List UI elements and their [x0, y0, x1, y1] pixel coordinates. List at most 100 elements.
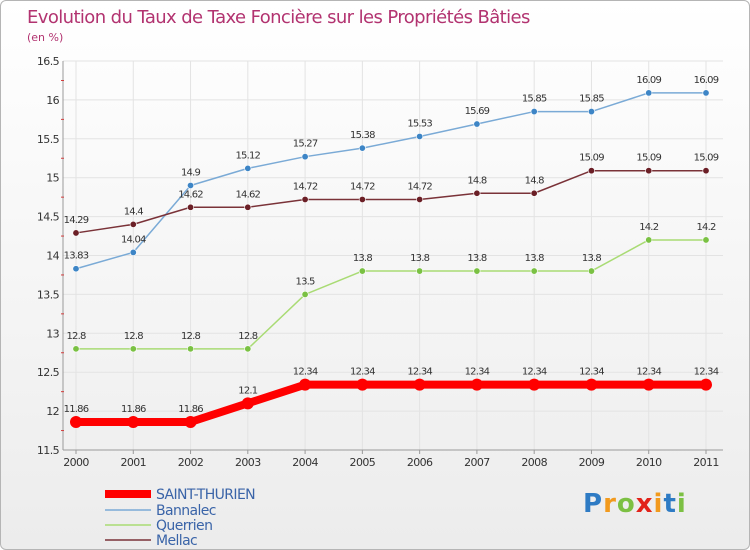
legend-entry: Bannalec [156, 503, 216, 519]
y-tick-label: 13 [46, 327, 59, 340]
data-point [416, 267, 424, 275]
data-label: 14.72 [407, 181, 432, 192]
logo-letter: o [616, 489, 636, 519]
data-label: 14.72 [293, 181, 318, 192]
data-point [528, 378, 541, 391]
data-label: 13.8 [353, 253, 373, 264]
data-label: 14.4 [124, 206, 144, 217]
logo-letter: i [676, 489, 687, 519]
data-label: 11.86 [64, 404, 89, 415]
x-tick-label: 2007 [464, 456, 490, 469]
data-point [244, 203, 252, 211]
data-point [241, 397, 254, 410]
data-point [301, 290, 309, 298]
logo-letter: x [635, 489, 654, 519]
data-label: 15.12 [235, 150, 260, 161]
x-tick-label: 2011 [693, 456, 719, 469]
data-label: 15.09 [579, 153, 604, 164]
data-point [645, 89, 653, 97]
data-point [184, 415, 197, 428]
data-label: 14.9 [181, 167, 201, 178]
data-label: 12.34 [293, 367, 318, 378]
x-tick-label: 2006 [407, 456, 433, 469]
data-label: 12.34 [694, 367, 719, 378]
y-tick-label: 15.5 [37, 133, 60, 146]
data-label: 14.29 [64, 215, 89, 226]
data-point [473, 189, 481, 197]
data-point [700, 378, 712, 391]
data-point [530, 189, 538, 197]
data-label: 13.5 [296, 276, 316, 287]
data-point [416, 132, 424, 140]
series-lines [70, 89, 712, 428]
x-tick-label: 2002 [178, 456, 204, 469]
data-label: 14.72 [350, 181, 375, 192]
data-label: 14.8 [525, 175, 545, 186]
data-point [702, 167, 710, 175]
data-point [299, 378, 312, 391]
y-tick-label: 14.5 [37, 211, 60, 224]
data-point [645, 236, 653, 244]
data-point [358, 267, 366, 275]
x-tick-label: 2009 [579, 456, 605, 469]
data-point [244, 164, 252, 172]
legend-entry: Querrien [156, 518, 212, 534]
data-point [244, 345, 252, 353]
data-label: 14.2 [696, 222, 716, 233]
y-tick-label: 12 [46, 405, 59, 418]
data-label: 14.2 [639, 222, 659, 233]
data-label: 15.53 [407, 118, 432, 129]
data-point [413, 378, 426, 391]
y-tick-label: 11.5 [37, 444, 60, 457]
data-point [416, 195, 424, 203]
x-tick-label: 2005 [350, 456, 376, 469]
data-label: 14.62 [235, 189, 260, 200]
data-point [129, 345, 137, 353]
y-tick-label: 13.5 [37, 288, 60, 301]
series-line-bannalec [75, 92, 707, 270]
data-label: 13.83 [64, 251, 89, 262]
data-label: 15.09 [694, 153, 719, 164]
data-point [358, 144, 366, 152]
data-point [473, 120, 481, 128]
data-label: 15.85 [522, 94, 547, 105]
data-label: 11.86 [121, 404, 146, 415]
data-label: 15.09 [636, 153, 661, 164]
data-point [72, 229, 80, 237]
y-tick-label: 15 [46, 172, 59, 185]
chart-title: Evolution du Taux de Taxe Foncière sur l… [27, 7, 530, 28]
data-point [473, 267, 481, 275]
data-label: 15.85 [579, 94, 604, 105]
data-label: 14.62 [178, 189, 203, 200]
data-point [530, 267, 538, 275]
logo-letter: r [603, 489, 617, 519]
y-tick-label: 16.5 [37, 55, 60, 68]
x-tick-label: 2000 [63, 456, 89, 469]
x-tick-label: 2008 [521, 456, 547, 469]
x-tick-label: 2010 [636, 456, 662, 469]
x-tick-label: 2004 [292, 456, 318, 469]
data-point [642, 378, 655, 391]
data-label: 12.34 [522, 367, 547, 378]
data-label: 15.69 [465, 106, 490, 117]
data-point [587, 267, 595, 275]
data-point [129, 220, 137, 228]
data-point [187, 203, 195, 211]
data-label: 13.8 [582, 253, 602, 264]
gridlines [63, 60, 723, 451]
data-point [702, 89, 710, 97]
data-point [129, 248, 137, 256]
data-point [358, 195, 366, 203]
data-label: 12.34 [579, 367, 604, 378]
unit-label: (en %) [27, 31, 63, 44]
y-tick-label: 14 [46, 250, 59, 263]
data-point [301, 153, 309, 161]
data-label: 12.8 [238, 331, 258, 342]
data-point [187, 345, 195, 353]
data-point [72, 345, 80, 353]
data-label: 13.8 [467, 253, 487, 264]
logo-letter: t [663, 489, 677, 519]
data-label: 16.09 [636, 75, 661, 86]
